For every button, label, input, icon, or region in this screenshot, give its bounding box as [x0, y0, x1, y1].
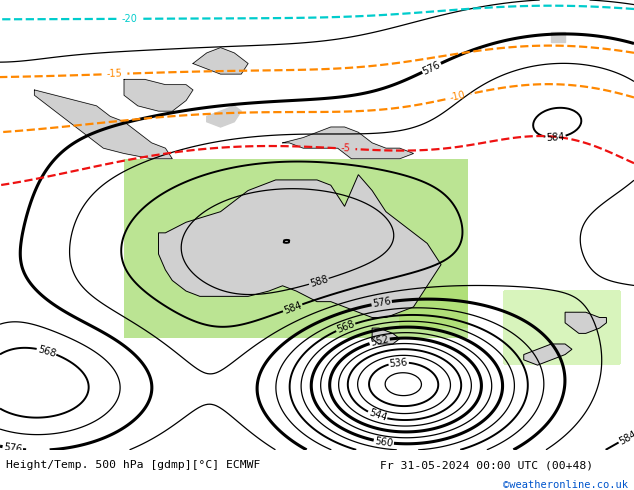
- Text: 552: 552: [369, 334, 390, 348]
- Text: Fr 31-05-2024 00:00 UTC (00+48): Fr 31-05-2024 00:00 UTC (00+48): [380, 460, 593, 470]
- Text: -20: -20: [121, 14, 138, 24]
- Text: ©weatheronline.co.uk: ©weatheronline.co.uk: [503, 480, 628, 490]
- Text: 536: 536: [389, 357, 408, 368]
- Polygon shape: [524, 344, 572, 365]
- Polygon shape: [565, 312, 607, 333]
- Text: 584: 584: [546, 132, 565, 143]
- Text: 576: 576: [372, 296, 392, 309]
- Polygon shape: [34, 90, 172, 159]
- Polygon shape: [552, 32, 565, 42]
- Text: -5: -5: [340, 144, 351, 154]
- Polygon shape: [193, 48, 248, 74]
- Polygon shape: [158, 174, 441, 318]
- Text: 568: 568: [36, 344, 57, 359]
- Text: 560: 560: [374, 436, 394, 448]
- Text: 584: 584: [617, 429, 634, 446]
- Text: -10: -10: [450, 90, 467, 103]
- Text: 568: 568: [335, 319, 356, 335]
- Polygon shape: [283, 127, 413, 159]
- Text: 584: 584: [282, 300, 303, 316]
- Text: 588: 588: [309, 274, 329, 289]
- Polygon shape: [207, 106, 241, 127]
- Text: -15: -15: [107, 69, 122, 79]
- Text: Height/Temp. 500 hPa [gdmp][°C] ECMWF: Height/Temp. 500 hPa [gdmp][°C] ECMWF: [6, 460, 261, 470]
- Text: 576: 576: [421, 59, 442, 76]
- Polygon shape: [124, 79, 193, 111]
- Text: 544: 544: [367, 408, 388, 423]
- Text: 576: 576: [3, 442, 23, 455]
- Polygon shape: [372, 328, 399, 344]
